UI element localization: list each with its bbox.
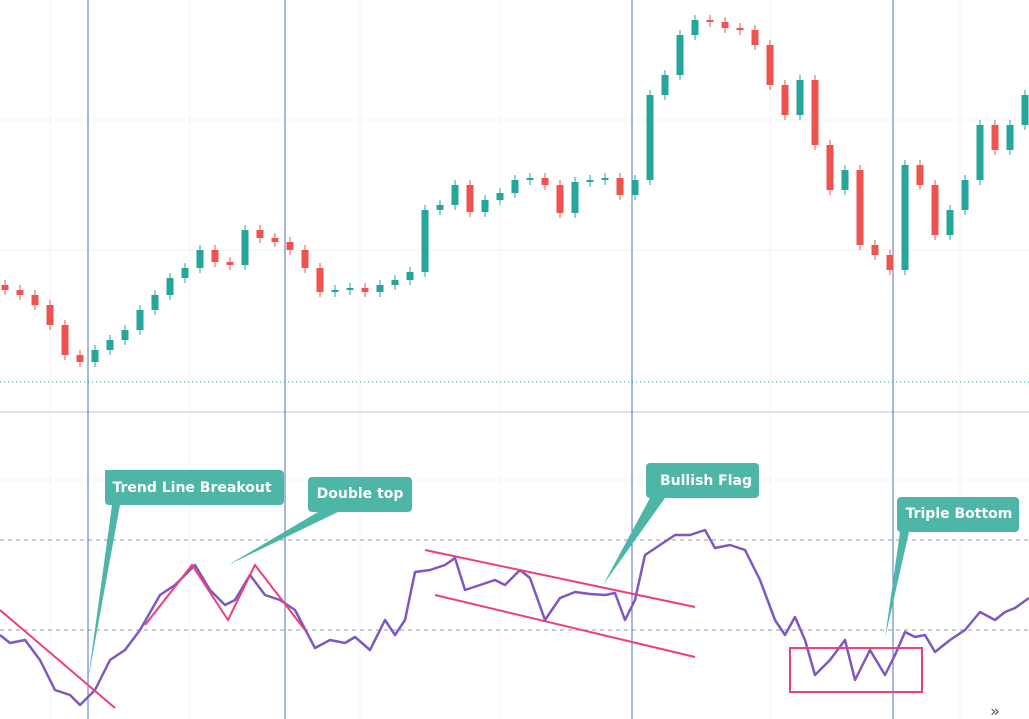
indicator-line: [0, 528, 1029, 707]
candle-body: [16, 290, 24, 295]
candle-body: [946, 210, 954, 235]
candle-body: [976, 125, 984, 180]
candle-body: [331, 290, 339, 292]
candle-body: [196, 250, 204, 268]
candle-body: [886, 255, 894, 270]
candle-body: [661, 75, 669, 95]
callout: [603, 463, 759, 585]
candle-body: [556, 185, 564, 213]
callout-text: Trend Line Breakout: [112, 480, 271, 496]
candle-body: [346, 288, 354, 290]
candle-body: [256, 230, 264, 238]
callout: [88, 470, 284, 680]
trend-line: [0, 609, 116, 709]
candle-body: [466, 185, 474, 212]
candle-body: [361, 288, 369, 292]
candle-body: [751, 30, 759, 45]
candle-body: [616, 178, 624, 195]
callout-text: Double top: [317, 486, 404, 502]
candle-body: [61, 325, 69, 355]
candle-body: [991, 125, 999, 150]
candle-body: [496, 193, 504, 200]
drawings: [0, 549, 923, 709]
candle-body: [691, 20, 699, 35]
candle-body: [811, 80, 819, 145]
candle-body: [676, 35, 684, 75]
candle-body: [916, 165, 924, 185]
candle-body: [871, 245, 879, 255]
candle-body: [631, 180, 639, 195]
candle-body: [376, 285, 384, 292]
candle-body: [526, 178, 534, 180]
double-top-line: [144, 563, 306, 631]
candle-body: [151, 295, 159, 310]
callout-text: Triple Bottom: [906, 506, 1013, 522]
callouts: Trend Line Breakout Double top Bullish F…: [88, 463, 1019, 680]
candle-body: [796, 80, 804, 115]
candle-body: [511, 180, 519, 193]
candle-body: [91, 350, 99, 362]
candle-body: [856, 170, 864, 245]
callout-text: Bullish Flag: [660, 473, 752, 489]
flag-line: [434, 594, 696, 658]
candle-body: [106, 340, 114, 350]
scroll-button[interactable]: »: [990, 702, 1000, 719]
candle-body: [586, 180, 594, 182]
callout: [228, 477, 412, 565]
candle-body: [541, 178, 549, 185]
candle-body: [121, 330, 129, 340]
candle-body: [136, 310, 144, 330]
candle-body: [391, 280, 399, 285]
candle-body: [481, 200, 489, 212]
candle-body: [961, 180, 969, 210]
candle-body: [286, 242, 294, 250]
candle-body: [421, 210, 429, 272]
candle-body: [781, 85, 789, 115]
candle-body: [76, 355, 84, 362]
candle-body: [436, 205, 444, 210]
candle-body: [721, 22, 729, 28]
triple-bottom-box: [789, 647, 923, 693]
candle-body: [181, 268, 189, 278]
candle-body: [736, 28, 744, 30]
callout: [885, 497, 1019, 638]
flag-line: [424, 549, 696, 608]
candle-body: [451, 185, 459, 205]
candle-body: [226, 262, 234, 265]
candle-body: [1021, 95, 1029, 125]
candle-body: [211, 250, 219, 262]
candle-body: [1, 285, 9, 290]
candle-body: [31, 295, 39, 305]
candle-body: [901, 165, 909, 270]
candle-body: [646, 95, 654, 180]
candle-body: [931, 185, 939, 235]
candle-body: [166, 278, 174, 295]
candle-body: [766, 45, 774, 85]
candle-body: [571, 182, 579, 213]
candle-body: [271, 238, 279, 242]
candle-body: [841, 170, 849, 190]
candle-body: [826, 145, 834, 190]
candle-body: [241, 230, 249, 265]
candle-body: [706, 20, 714, 22]
candle-body: [601, 178, 609, 180]
candle-body: [406, 272, 414, 280]
candle-body: [1006, 125, 1014, 150]
candle-body: [301, 250, 309, 268]
candle-body: [46, 305, 54, 325]
candle-body: [316, 268, 324, 292]
